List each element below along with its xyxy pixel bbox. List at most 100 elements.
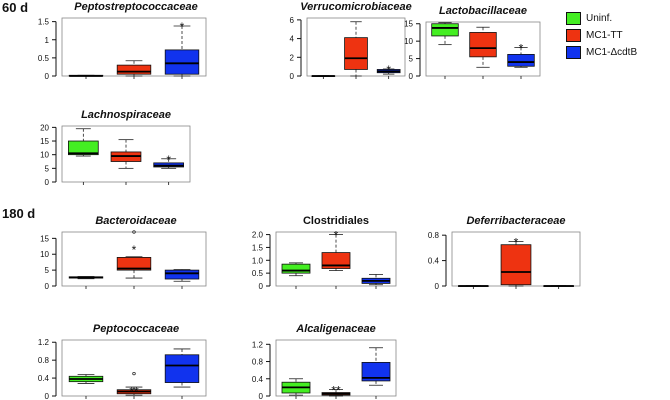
box-iqr xyxy=(164,49,200,75)
chart-title: Verrucomicrobiaceae xyxy=(300,1,411,13)
legend-swatch-mc1-dcdtb xyxy=(566,46,581,59)
box-iqr xyxy=(361,361,391,382)
chart-panel-alcaligenaceae: Alcaligenaceae 0 0.4 0.8 1.2 ** xyxy=(252,323,397,400)
box-mc1-cdtb: * xyxy=(153,153,185,185)
y-tick-label: 0 xyxy=(45,282,50,291)
box-mc1-tt: ** xyxy=(321,384,351,399)
box-uninf xyxy=(68,374,104,399)
chart-panel-lachnospiraceae: Lachnospiraceae 0 5 10 15 20 * xyxy=(40,109,191,187)
y-tick-label: 2 xyxy=(290,53,295,62)
section-label-180d: 180 d xyxy=(2,206,36,221)
y-tick-label: 0 xyxy=(45,72,50,81)
y-tick-label: 0.5 xyxy=(252,269,264,278)
box-iqr xyxy=(344,37,368,70)
y-tick-label: 0 xyxy=(290,72,295,81)
significance-marker: * xyxy=(166,153,171,167)
y-tick-label: 0.8 xyxy=(252,358,264,367)
box-mc1-cdtb xyxy=(164,348,200,399)
y-tick-label: 1.0 xyxy=(252,256,264,265)
box-mc1-cdtb xyxy=(361,347,391,399)
box-iqr xyxy=(116,257,152,271)
y-tick-label: 10 xyxy=(40,250,49,259)
legend-item-uninfected: Uninf. xyxy=(566,10,637,27)
outlier-point xyxy=(132,230,136,234)
box-mc1-cdtb: * xyxy=(164,20,200,79)
box-uninf xyxy=(431,22,459,79)
significance-marker: * xyxy=(180,20,185,34)
box-mc1-tt xyxy=(110,139,142,185)
legend: Uninf. MC1-TT MC1-ΔcdtB xyxy=(566,10,637,61)
y-tick-label: 1.5 xyxy=(252,243,264,252)
y-tick-label: 15 xyxy=(40,234,49,243)
y-tick-label: 0.8 xyxy=(38,356,50,365)
box-uninf xyxy=(281,378,311,399)
y-tick-label: 20 xyxy=(40,123,49,132)
chart-panel-clostridiales: Clostridiales 0 0.5 1.0 1.5 2.0 * xyxy=(252,215,397,291)
y-tick-label: 0.4 xyxy=(428,257,440,266)
chart-panel-deferribacteraceae: Deferribacteraceae 0 0.4 0.8 * xyxy=(428,215,581,291)
chart-title: Bacteroidaceae xyxy=(95,215,176,227)
box-iqr xyxy=(164,269,200,280)
box-uninf xyxy=(311,75,336,79)
y-tick-label: 2.0 xyxy=(252,231,264,240)
y-tick-label: 15 xyxy=(404,20,413,29)
box-uninf xyxy=(68,276,104,289)
y-tick-label: 5 xyxy=(45,266,50,275)
y-tick-label: 0 xyxy=(259,282,264,291)
y-tick-label: 6 xyxy=(290,16,295,25)
box-mc1-tt xyxy=(469,26,497,79)
box-iqr xyxy=(469,32,497,58)
box-mc1-tt xyxy=(344,21,368,79)
significance-marker: * xyxy=(514,236,519,250)
legend-swatch-uninfected xyxy=(566,12,581,25)
chart-panel-bacteroidaceae: Bacteroidaceae 0 5 10 15 * xyxy=(40,215,207,291)
y-tick-label: 5 xyxy=(409,55,414,64)
y-tick-label: 0 xyxy=(259,392,264,400)
legend-swatch-mc1-tt xyxy=(566,29,581,42)
box-iqr xyxy=(281,263,311,274)
y-tick-label: 1 xyxy=(45,36,50,45)
chart-panel-lactobacillaceae: Lactobacillaceae 0 5 10 15 * xyxy=(404,5,541,81)
legend-label-mc1-tt: MC1-TT xyxy=(586,30,623,41)
y-tick-label: 0 xyxy=(435,282,440,291)
chart-panel-peptostreptococcaceae: Peptostreptococcaceae 0 0.5 1 1.5 * xyxy=(38,1,207,81)
significance-marker: * xyxy=(334,229,339,243)
outlier-point xyxy=(132,371,136,376)
y-tick-label: 0.8 xyxy=(428,231,440,240)
legend-item-mc1-tt: MC1-TT xyxy=(566,27,637,44)
box-mc1-tt xyxy=(116,60,152,79)
y-tick-label: 0 xyxy=(409,72,414,81)
legend-item-mc1-dcdtb: MC1-ΔcdtB xyxy=(566,44,637,61)
box-mc1-tt: ** xyxy=(116,371,152,399)
box-iqr xyxy=(116,64,152,75)
y-tick-label: 0 xyxy=(45,178,50,187)
box-mc1-cdtb: * xyxy=(376,63,401,79)
box-iqr xyxy=(68,140,99,156)
chart-title: Peptostreptococcaceae xyxy=(74,1,198,13)
chart-title: Lachnospiraceae xyxy=(81,109,171,121)
box-mc1-cdtb xyxy=(361,274,391,289)
y-tick-label: 5 xyxy=(45,164,50,173)
box-uninf xyxy=(457,285,489,289)
y-tick-label: 1.2 xyxy=(38,338,50,347)
significance-marker: ** xyxy=(129,385,139,399)
significance-marker: ** xyxy=(331,384,341,398)
box-uninf xyxy=(281,262,311,289)
significance-marker: * xyxy=(132,243,137,257)
box-iqr xyxy=(507,54,535,67)
y-tick-label: 0 xyxy=(45,392,50,400)
chart-title: Clostridiales xyxy=(303,215,369,227)
significance-marker: * xyxy=(519,41,524,55)
y-tick-label: 1.2 xyxy=(252,340,264,349)
box-mc1-cdtb xyxy=(164,269,200,289)
y-tick-label: 15 xyxy=(40,137,49,146)
chart-title: Alcaligenaceae xyxy=(295,323,376,335)
chart-title: Lactobacillaceae xyxy=(439,5,527,17)
chart-title: Peptococcaceae xyxy=(93,323,179,335)
chart-title: Deferribacteraceae xyxy=(466,215,565,227)
significance-marker: * xyxy=(386,63,391,77)
chart-panel-verrucomicrobiaceae: Verrucomicrobiaceae 0 2 4 6 * xyxy=(290,1,412,81)
y-tick-label: 0.4 xyxy=(38,374,50,383)
legend-label-mc1-dcdtb: MC1-ΔcdtB xyxy=(586,47,638,58)
